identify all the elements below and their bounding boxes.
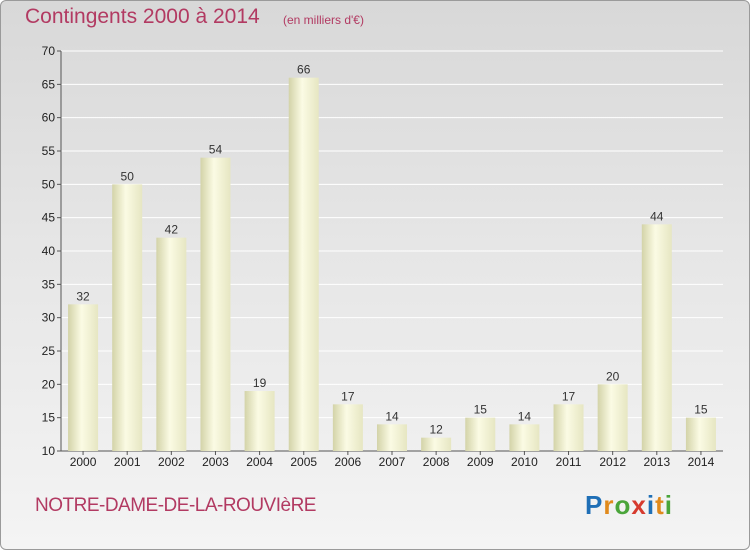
- value-label-2001: 50: [121, 169, 135, 183]
- x-tick-label-2000: 2000: [70, 455, 97, 469]
- value-label-2011: 17: [562, 389, 576, 403]
- value-label-2014: 15: [694, 403, 708, 417]
- x-tick-label-2010: 2010: [511, 455, 538, 469]
- value-label-2005: 66: [297, 63, 311, 77]
- value-label-2007: 14: [385, 409, 399, 423]
- bar-2002: [156, 237, 187, 451]
- bar-2003: [200, 157, 231, 451]
- x-tick-label-2008: 2008: [423, 455, 450, 469]
- value-label-2009: 15: [474, 403, 488, 417]
- chart-subtitle: (en milliers d'€): [283, 13, 364, 27]
- x-tick-label-2012: 2012: [599, 455, 626, 469]
- value-label-2008: 12: [429, 423, 443, 437]
- x-tick-label-2009: 2009: [467, 455, 494, 469]
- value-label-2013: 44: [650, 209, 664, 223]
- proxiti-logo: Proxiti: [585, 490, 673, 520]
- y-tick-label: 35: [42, 277, 56, 291]
- y-tick-label: 10: [42, 444, 56, 458]
- x-tick-label-2006: 2006: [335, 455, 362, 469]
- value-label-2004: 19: [253, 376, 267, 390]
- bar-2001: [112, 184, 143, 452]
- bar-2008: [421, 437, 452, 451]
- value-label-2012: 20: [606, 369, 620, 383]
- value-label-2003: 54: [209, 143, 223, 157]
- bar-2009: [465, 417, 496, 451]
- y-tick-label: 25: [42, 344, 56, 358]
- x-tick-label-2011: 2011: [556, 455, 582, 469]
- y-tick-label: 20: [42, 377, 56, 391]
- bar-2014: [685, 417, 716, 451]
- bar-2006: [332, 404, 363, 451]
- x-tick-label-2003: 2003: [202, 455, 229, 469]
- bar-2004: [244, 391, 275, 451]
- y-tick-label: 15: [42, 411, 56, 425]
- x-tick-label-2013: 2013: [643, 455, 670, 469]
- x-tick-label-2005: 2005: [290, 455, 317, 469]
- x-tick-label-2002: 2002: [158, 455, 185, 469]
- y-tick-label: 60: [42, 111, 56, 125]
- bar-2007: [377, 424, 407, 451]
- bar-2011: [553, 404, 584, 451]
- bar-2013: [641, 224, 672, 451]
- bar-2005: [288, 77, 319, 452]
- bar-2000: [68, 304, 99, 451]
- y-tick-label: 30: [42, 311, 56, 325]
- commune-name: NOTRE-DAME-DE-LA-ROUVIèRE: [35, 495, 316, 516]
- x-tick-label-2007: 2007: [379, 455, 406, 469]
- x-tick-label-2014: 2014: [688, 455, 715, 469]
- y-tick-label: 65: [42, 77, 56, 91]
- chart-title: Contingents 2000 à 2014: [25, 5, 260, 28]
- y-tick-label: 45: [42, 211, 56, 225]
- bar-2010: [509, 424, 540, 451]
- value-label-2010: 14: [518, 409, 532, 423]
- x-tick-label-2001: 2001: [114, 455, 141, 469]
- value-label-2006: 17: [341, 389, 355, 403]
- y-tick-label: 40: [42, 244, 56, 258]
- y-tick-label: 50: [42, 177, 56, 191]
- bar-2012: [597, 384, 628, 451]
- value-label-2002: 42: [165, 223, 179, 237]
- x-tick-label-2004: 2004: [246, 455, 273, 469]
- value-label-2000: 32: [76, 289, 90, 303]
- y-tick-label: 70: [42, 44, 56, 58]
- y-tick-label: 55: [42, 144, 56, 158]
